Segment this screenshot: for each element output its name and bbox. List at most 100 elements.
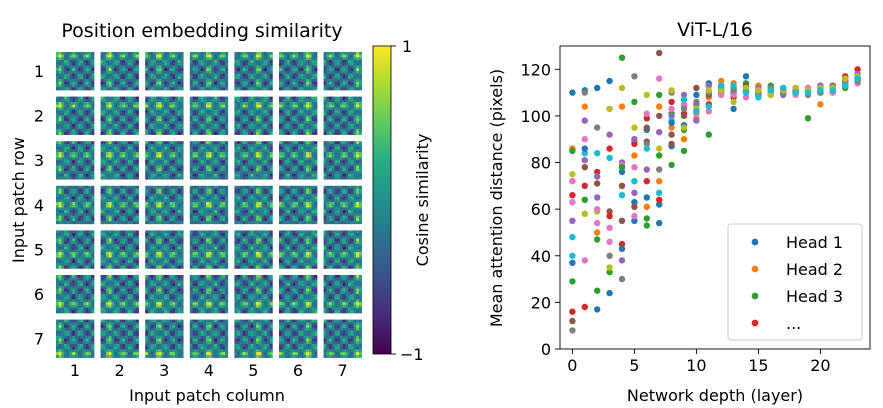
heatmap-tile [56, 185, 95, 225]
scatter-point [767, 91, 774, 99]
heatmap-tile [234, 52, 273, 91]
scatter-point [606, 154, 613, 162]
scatter-point [581, 257, 588, 264]
scatter-point [618, 164, 626, 171]
scatter-point [718, 77, 725, 85]
colorbar-tick-max: 1 [402, 37, 412, 56]
legend-label-head-3: Head 3 [786, 287, 843, 306]
scatter-point [581, 136, 588, 143]
scatter-point [656, 196, 663, 203]
heatmap-tile [279, 52, 318, 91]
scatter-point [569, 233, 576, 241]
scatter-y-label: Mean attention distance (pixels) [487, 69, 506, 327]
legend-marker-head-3 [751, 292, 759, 300]
scatter-y-tick-label: 20 [531, 293, 551, 312]
scatter-point [656, 189, 663, 196]
heatmap-tile [279, 141, 318, 180]
scatter-point [668, 87, 675, 94]
scatter-point [643, 178, 650, 185]
heatmap-y-tick-label: 4 [34, 196, 44, 215]
scatter-ticks: 0 5 10 15 20 0 20 40 60 80 100 120 [520, 60, 830, 375]
scatter-point [618, 217, 626, 224]
scatter-point [693, 108, 700, 115]
scatter-point [631, 152, 638, 159]
heatmap-x-label: Input patch column [129, 386, 285, 405]
heatmap-tile [279, 230, 318, 269]
heatmap-y-tick-label: 6 [34, 285, 44, 304]
scatter-point [569, 147, 576, 155]
heatmap-tile [189, 141, 229, 180]
scatter-point [569, 252, 576, 259]
heatmap-tile [145, 96, 184, 135]
scatter-point [668, 98, 675, 106]
scatter-point [581, 89, 588, 96]
scatter-point [730, 105, 737, 113]
scatter-point [594, 306, 601, 313]
legend-label-head-2: Head 2 [786, 260, 843, 279]
legend-label-head-1: Head 1 [786, 233, 843, 252]
scatter-point [680, 124, 688, 131]
scatter-point [656, 112, 663, 120]
scatter-y-tick-label: 80 [531, 154, 551, 173]
heatmap-tile [279, 319, 318, 358]
scatter-point [569, 259, 576, 266]
heatmap-tile [100, 230, 139, 269]
scatter-point [680, 136, 688, 143]
legend-marker-head-1 [751, 238, 759, 246]
scatter-point [569, 317, 576, 325]
heatmap-tile [323, 185, 362, 225]
heatmap-tile [234, 319, 273, 358]
scatter-axes-frame [559, 45, 871, 350]
scatter-point [668, 105, 675, 113]
scatter-point [643, 166, 650, 173]
scatter-y-tick-label: 60 [531, 200, 551, 219]
heatmap-tile [234, 230, 273, 269]
scatter-x-tick-label: 10 [686, 356, 706, 375]
heatmap-x-tick-label: 6 [293, 361, 303, 380]
scatter-point [581, 145, 588, 152]
heatmap-tile [189, 96, 229, 135]
scatter-point [829, 87, 836, 94]
heatmap-x-tick-label: 4 [204, 361, 214, 380]
scatter-point [618, 245, 626, 252]
scatter-point [656, 201, 663, 208]
scatter-point [594, 229, 601, 236]
scatter-point [631, 178, 638, 185]
heatmap-tile [56, 319, 95, 358]
scatter-x-tick-label: 15 [748, 356, 768, 375]
heatmap-x-ticks: 1 2 3 4 5 6 7 [70, 361, 348, 380]
scatter-point [643, 115, 650, 122]
scatter-point [656, 103, 663, 110]
scatter-point [656, 166, 663, 173]
scatter-point [804, 115, 812, 122]
heatmap-tile [100, 319, 139, 358]
scatter-y-tick-label: 0 [541, 340, 551, 359]
scatter-point [668, 119, 675, 127]
colorbar-label: Cosine similarity [413, 134, 432, 267]
scatter-point [755, 87, 762, 94]
scatter-point [631, 164, 638, 171]
scatter-point [656, 219, 663, 227]
scatter-point [631, 212, 638, 220]
scatter-point [618, 182, 626, 189]
scatter-point [618, 275, 626, 283]
scatter-point [693, 84, 700, 92]
scatter-y-tick-label: 40 [531, 247, 551, 266]
heatmap-y-tick-label: 7 [34, 330, 44, 349]
heatmap-grid [56, 52, 362, 358]
heatmap-tile [323, 275, 362, 314]
scatter-points [569, 49, 861, 334]
scatter-point [718, 82, 725, 89]
heatmap-tile [279, 275, 318, 314]
scatter-point [668, 140, 675, 148]
heatmap-tile [145, 319, 184, 358]
heatmap-tile [279, 96, 318, 135]
scatter-point [730, 82, 737, 89]
heatmap-panel: Position embedding similarity 1 2 3 4 5 6 7 1 2… [9, 20, 432, 405]
scatter-point [569, 308, 576, 315]
scatter-point [606, 264, 613, 271]
scatter-point [643, 91, 650, 99]
scatter-point [581, 103, 588, 110]
heatmap-tile [323, 319, 362, 358]
heatmap-tile [323, 230, 362, 269]
